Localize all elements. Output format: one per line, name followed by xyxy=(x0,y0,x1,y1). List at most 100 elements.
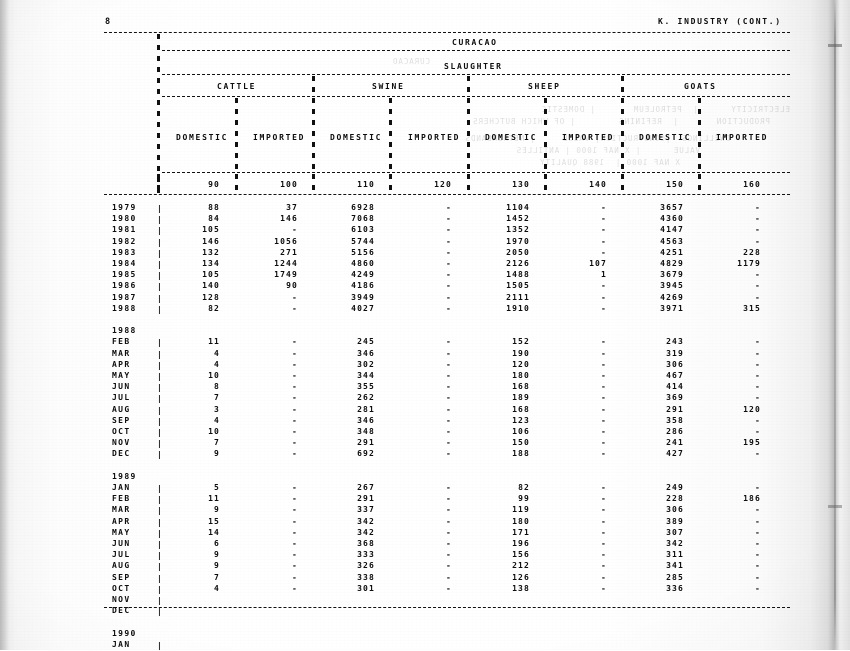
cell-FEB-col150: 228 xyxy=(666,494,684,504)
row-separator-pipe: | xyxy=(157,450,162,460)
cell-1984-col110: 4860 xyxy=(351,259,375,268)
cell-JUN-col150: 414 xyxy=(666,382,684,392)
row-separator-pipe: | xyxy=(157,506,162,516)
cell-MAR-col120: - xyxy=(446,505,452,515)
cell-1985-col100: 1749 xyxy=(274,270,298,280)
subhead-swine-imported: IMPORTED xyxy=(408,133,461,142)
cell-MAR-col100: - xyxy=(292,505,298,515)
cell-1988-col150: 3971 xyxy=(660,303,684,313)
cell-1980-col110: 7068 xyxy=(351,214,375,224)
cell-1980-col100: 146 xyxy=(280,214,298,224)
row-label-month-DEC: DEC xyxy=(112,606,131,616)
cell-1984-col160: 1179 xyxy=(737,259,761,268)
vrule-5-colnum xyxy=(544,174,547,194)
row-separator-pipe: | xyxy=(157,338,162,348)
cell-MAY-col150: 307 xyxy=(666,527,684,537)
cell-MAR-col140: - xyxy=(601,505,607,515)
cell-AUG-col120: - xyxy=(446,561,452,571)
row-label-month-JUN: JUN xyxy=(112,539,131,548)
cell-1983-col130: 2050 xyxy=(506,247,530,257)
cell-DEC-col150: 427 xyxy=(666,449,684,459)
cell-APR-col160: - xyxy=(755,516,761,526)
cell-AUG-col160: - xyxy=(755,561,761,571)
cell-AUG-col120: - xyxy=(446,404,452,414)
cell-SEP-col100: - xyxy=(292,415,298,425)
row-label-month-MAR: MAR xyxy=(112,505,131,515)
cell-1984-col140: 107 xyxy=(589,259,607,268)
cell-DEC-col90: 9 xyxy=(214,449,220,459)
cell-1985-col110: 4249 xyxy=(351,270,375,280)
cell-AUG-col140: - xyxy=(601,561,607,571)
cell-FEB-col110: 291 xyxy=(357,494,375,504)
cell-MAY-col100: - xyxy=(292,371,298,380)
cell-JUL-col90: 7 xyxy=(214,393,220,403)
cell-AUG-col100: - xyxy=(292,561,298,571)
cell-1986-col150: 3945 xyxy=(660,281,684,291)
cell-FEB-col140: - xyxy=(601,337,607,347)
cell-SEP-col160: - xyxy=(755,415,761,425)
cell-1983-col110: 5156 xyxy=(351,247,375,257)
cell-SEP-col90: 4 xyxy=(214,415,220,425)
cell-OCT-col110: 301 xyxy=(357,583,375,593)
subhead-cattle-imported: IMPORTED xyxy=(253,133,306,142)
cell-1979-col120: - xyxy=(446,203,452,212)
cell-OCT-col110: 348 xyxy=(357,427,375,436)
cell-JUL-col120: - xyxy=(446,550,452,560)
vrule-2-colnum xyxy=(312,174,315,194)
row-label-year-1981: 1981 xyxy=(112,225,137,235)
cell-SEP-col150: 358 xyxy=(666,415,684,425)
row-separator-pipe: | xyxy=(157,394,162,404)
cell-1982-col130: 1970 xyxy=(506,236,530,246)
cell-1979-col110: 6928 xyxy=(351,203,375,212)
cell-1987-col110: 3949 xyxy=(351,292,375,302)
cell-MAY-col100: - xyxy=(292,527,298,537)
cell-NOV-col120: - xyxy=(446,438,452,448)
cell-1982-col120: - xyxy=(446,236,452,246)
cell-1982-col140: - xyxy=(601,236,607,246)
cell-1987-col160: - xyxy=(755,292,761,302)
table-title: SLAUGHTER xyxy=(444,62,503,71)
row-label-year-1982: 1982 xyxy=(112,236,137,246)
cell-FEB-col100: - xyxy=(292,494,298,504)
cell-1986-col110: 4186 xyxy=(351,281,375,291)
vrule-6-colnum xyxy=(621,174,624,194)
cell-1982-col100: 1056 xyxy=(274,236,298,246)
row-separator-pipe: | xyxy=(157,528,162,538)
page-number: 8 xyxy=(105,17,112,27)
row-separator-pipe: | xyxy=(157,484,162,493)
rule-bottom xyxy=(104,607,790,608)
vrule-left-colnum xyxy=(157,174,160,194)
row-label-month-OCT: OCT xyxy=(112,427,131,436)
column-number-130: 130 xyxy=(512,180,530,189)
cell-APR-col110: 342 xyxy=(357,516,375,526)
vrule-6-header xyxy=(621,76,624,172)
row-separator-pipe: | xyxy=(157,260,162,269)
cell-MAY-col90: 10 xyxy=(208,371,220,380)
cell-MAY-col90: 14 xyxy=(208,527,220,537)
cell-1981-col120: - xyxy=(446,225,452,235)
column-number-160: 160 xyxy=(743,180,761,189)
cell-1981-col90: 105 xyxy=(202,225,220,235)
cell-JAN-col150: 249 xyxy=(666,483,684,492)
cell-1982-col110: 5744 xyxy=(351,236,375,246)
cell-SEP-col120: - xyxy=(446,415,452,425)
cell-1986-col160: - xyxy=(755,281,761,291)
row-label-year-1979: 1979 xyxy=(112,203,137,212)
subhead-swine-domestic: DOMESTIC xyxy=(330,133,383,142)
cell-1984-col120: - xyxy=(446,259,452,268)
vrule-7-header xyxy=(698,98,701,172)
cell-JUN-col130: 196 xyxy=(512,539,530,548)
cell-1986-col130: 1505 xyxy=(506,281,530,291)
cell-1988-col130: 1910 xyxy=(506,303,530,313)
cell-1981-col130: 1352 xyxy=(506,225,530,235)
cell-NOV-col90: 7 xyxy=(214,438,220,448)
cell-JUN-col140: - xyxy=(601,382,607,392)
cell-JUL-col160: - xyxy=(755,393,761,403)
row-separator-pipe: | xyxy=(157,271,162,281)
row-separator-pipe: | xyxy=(157,237,162,247)
cell-MAR-col140: - xyxy=(601,348,607,358)
cell-1985-col90: 105 xyxy=(202,270,220,280)
row-separator-pipe: | xyxy=(157,495,162,505)
cell-DEC-col120: - xyxy=(446,449,452,459)
